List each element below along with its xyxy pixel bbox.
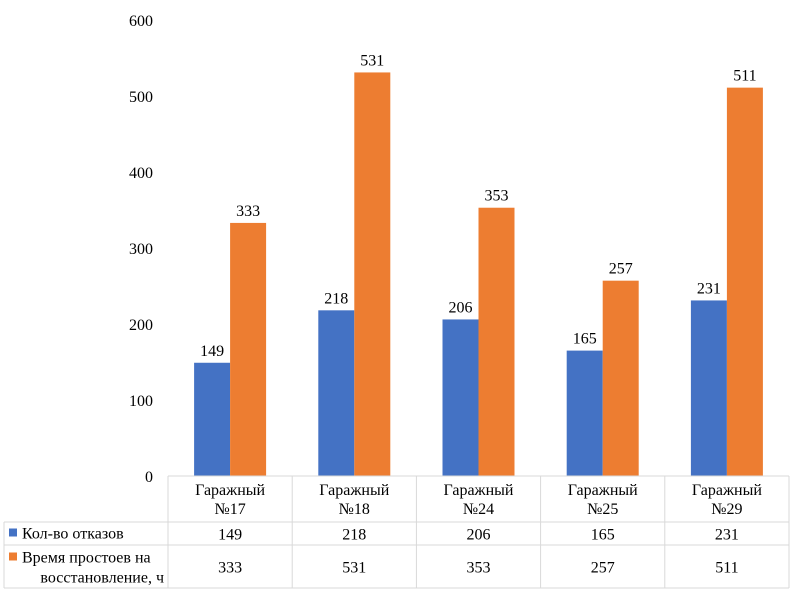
category-label: Гаражный №24 [444,482,514,518]
table-value: 165 [591,527,615,544]
bar [194,362,231,476]
table-value: 531 [342,560,366,577]
y-tick-label: 500 [129,89,153,106]
bar [566,350,603,476]
category-label: Гаражный №17 [195,482,265,518]
data-label: 218 [324,290,348,307]
y-axis: 0 100 200 300 400 500 600 [129,13,153,486]
bar [602,280,639,476]
data-table: Гаражный №17 Гаражный №18 Гаражный №24 Гаражны… [3,475,790,589]
series-name: Время простоев на восстановление, ч [22,550,164,587]
y-tick-label: 100 [129,393,153,410]
data-label: 149 [200,343,224,360]
y-tick-label: 200 [129,317,153,334]
y-tick-label: 400 [129,165,153,182]
bars [194,72,763,476]
bar [726,87,763,476]
table-value: 206 [467,527,491,544]
table-value: 149 [218,527,242,544]
data-label: 511 [733,68,756,85]
bar [230,222,267,476]
table-value: 511 [715,560,738,577]
legend-key [9,528,17,537]
data-label: 333 [236,203,260,220]
data-label: 257 [609,261,633,278]
bar [442,319,479,476]
data-label: 231 [697,280,721,297]
data-labels: 149 218 206 165 231 333 531 353 257 511 [200,52,757,359]
bar [318,310,355,476]
category-label: Гаражный №29 [692,482,762,518]
legend-key [9,552,17,561]
series-name: Кол-во отказов [22,526,124,543]
bar [354,72,391,476]
table-value: 231 [715,527,739,544]
y-tick-label: 300 [129,241,153,258]
table-value: 353 [467,560,491,577]
data-label: 206 [449,299,473,316]
table-value: 218 [342,527,366,544]
y-tick-label: 0 [145,469,153,486]
bar [690,300,727,476]
table-value: 257 [591,560,615,577]
category-label: Гаражный №25 [568,482,638,518]
bar [478,207,515,476]
data-label: 165 [573,331,597,348]
data-label: 353 [485,188,509,205]
data-label: 531 [360,52,384,69]
table-value: 333 [218,560,242,577]
y-tick-label: 600 [129,13,153,30]
category-label: Гаражный №18 [319,482,389,518]
